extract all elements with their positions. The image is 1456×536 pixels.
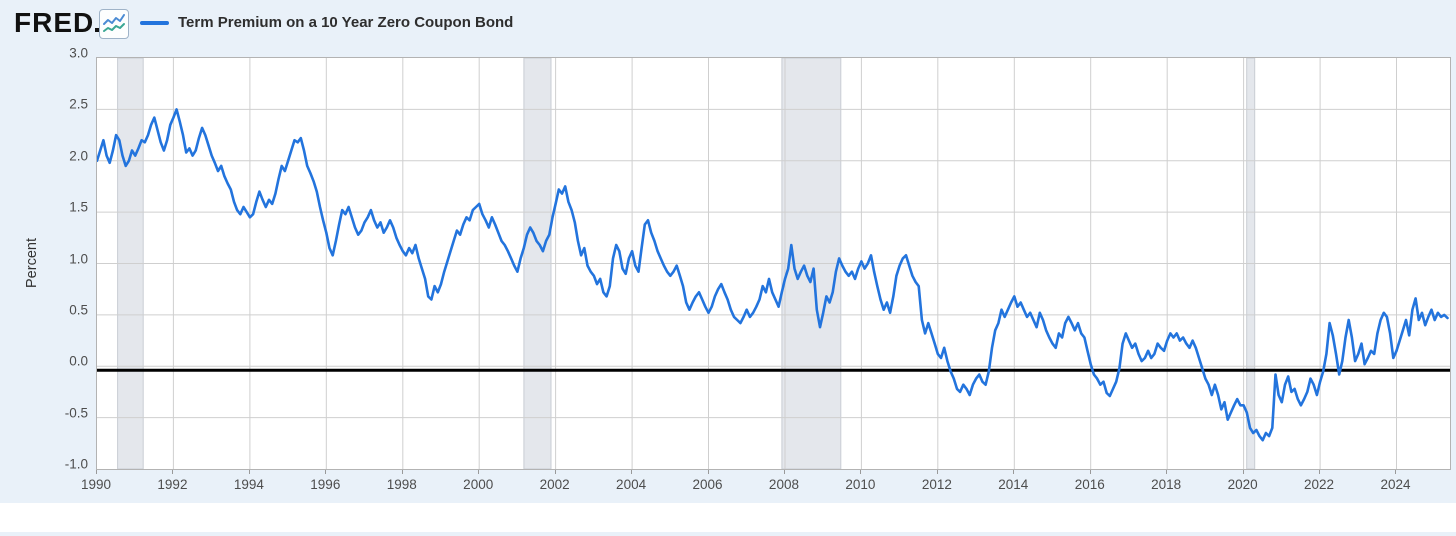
y-axis-tick-label: 1.0 bbox=[69, 251, 88, 266]
x-axis-tick-mark bbox=[860, 469, 862, 474]
line-chart-icon bbox=[99, 9, 129, 39]
legend-series-label: Term Premium on a 10 Year Zero Coupon Bo… bbox=[178, 14, 514, 31]
y-axis-tick-label: 3.0 bbox=[69, 45, 88, 61]
legend-line-swatch bbox=[140, 20, 169, 25]
x-axis-tick-mark bbox=[1319, 469, 1321, 474]
x-axis-tick-label: 1990 bbox=[80, 477, 112, 492]
y-axis-tick-label: 2.5 bbox=[69, 96, 88, 112]
x-axis-tick-mark bbox=[1395, 469, 1397, 474]
x-axis-tick-mark bbox=[401, 469, 403, 474]
x-axis-tick-label: 2012 bbox=[921, 477, 952, 492]
x-axis-tick-label: 1998 bbox=[386, 477, 417, 492]
source-band: Source: Board of Governors of the Federa… bbox=[0, 503, 1456, 532]
x-axis-tick-label: 2008 bbox=[768, 477, 799, 492]
y-axis-tick-label: 0.0 bbox=[69, 353, 88, 369]
chart-canvas bbox=[97, 58, 1450, 469]
y-axis-tick-label: -0.5 bbox=[64, 405, 88, 421]
x-axis-tick-label: 2018 bbox=[1151, 477, 1182, 492]
y-axis-tick-label: 0.5 bbox=[69, 302, 88, 318]
x-axis-tick-mark bbox=[707, 469, 709, 474]
x-axis-tick-mark bbox=[248, 469, 250, 474]
x-axis-tick-mark bbox=[1013, 469, 1015, 474]
x-axis-tick-label: 2006 bbox=[692, 477, 723, 492]
series-line bbox=[97, 108, 1449, 442]
x-axis-tick-label: 2016 bbox=[1074, 477, 1105, 492]
y-axis-tick-label: -1.0 bbox=[64, 456, 88, 472]
x-axis-tick-mark bbox=[96, 469, 97, 474]
x-axis-tick-label: 2022 bbox=[1304, 477, 1335, 492]
x-axis-tick-mark bbox=[172, 469, 174, 474]
fred-logo-trademark-dot bbox=[95, 28, 100, 32]
x-axis-tick-label: 2020 bbox=[1227, 477, 1258, 492]
x-axis-tick-mark bbox=[631, 469, 633, 474]
x-axis-tick-mark bbox=[783, 469, 785, 474]
x-axis-tick-mark bbox=[325, 469, 327, 474]
y-axis-tick-label: 2.0 bbox=[69, 148, 88, 164]
bottom-strip bbox=[0, 532, 1456, 536]
fred-logo-text: FRED bbox=[14, 7, 95, 38]
x-axis-tick-label: 1992 bbox=[157, 477, 188, 492]
x-axis-tick-mark bbox=[1242, 469, 1244, 474]
x-axis-tick-label: 2014 bbox=[998, 477, 1029, 492]
x-axis-tick-label: 2010 bbox=[845, 477, 876, 492]
plot-area[interactable] bbox=[96, 57, 1451, 470]
x-axis-tick-label: 1994 bbox=[233, 477, 264, 492]
x-axis-tick-mark bbox=[478, 469, 480, 474]
x-axis-tick-mark bbox=[1089, 469, 1091, 474]
x-axis-tick-label: 2000 bbox=[463, 477, 494, 492]
x-axis-tick-mark bbox=[554, 469, 556, 474]
y-axis-tick-label: 1.5 bbox=[69, 199, 88, 215]
x-axis-tick-mark bbox=[936, 469, 938, 474]
x-axis-tick-label: 2004 bbox=[616, 477, 647, 492]
fred-logo[interactable]: FRED bbox=[14, 7, 100, 39]
x-axis-tick-label: 2024 bbox=[1380, 477, 1411, 492]
x-axis-tick-label: 2002 bbox=[539, 477, 570, 492]
legend: Term Premium on a 10 Year Zero Coupon Bo… bbox=[140, 14, 513, 31]
x-axis-tick-label: 1996 bbox=[310, 477, 341, 492]
x-axis-tick-mark bbox=[1166, 469, 1168, 474]
